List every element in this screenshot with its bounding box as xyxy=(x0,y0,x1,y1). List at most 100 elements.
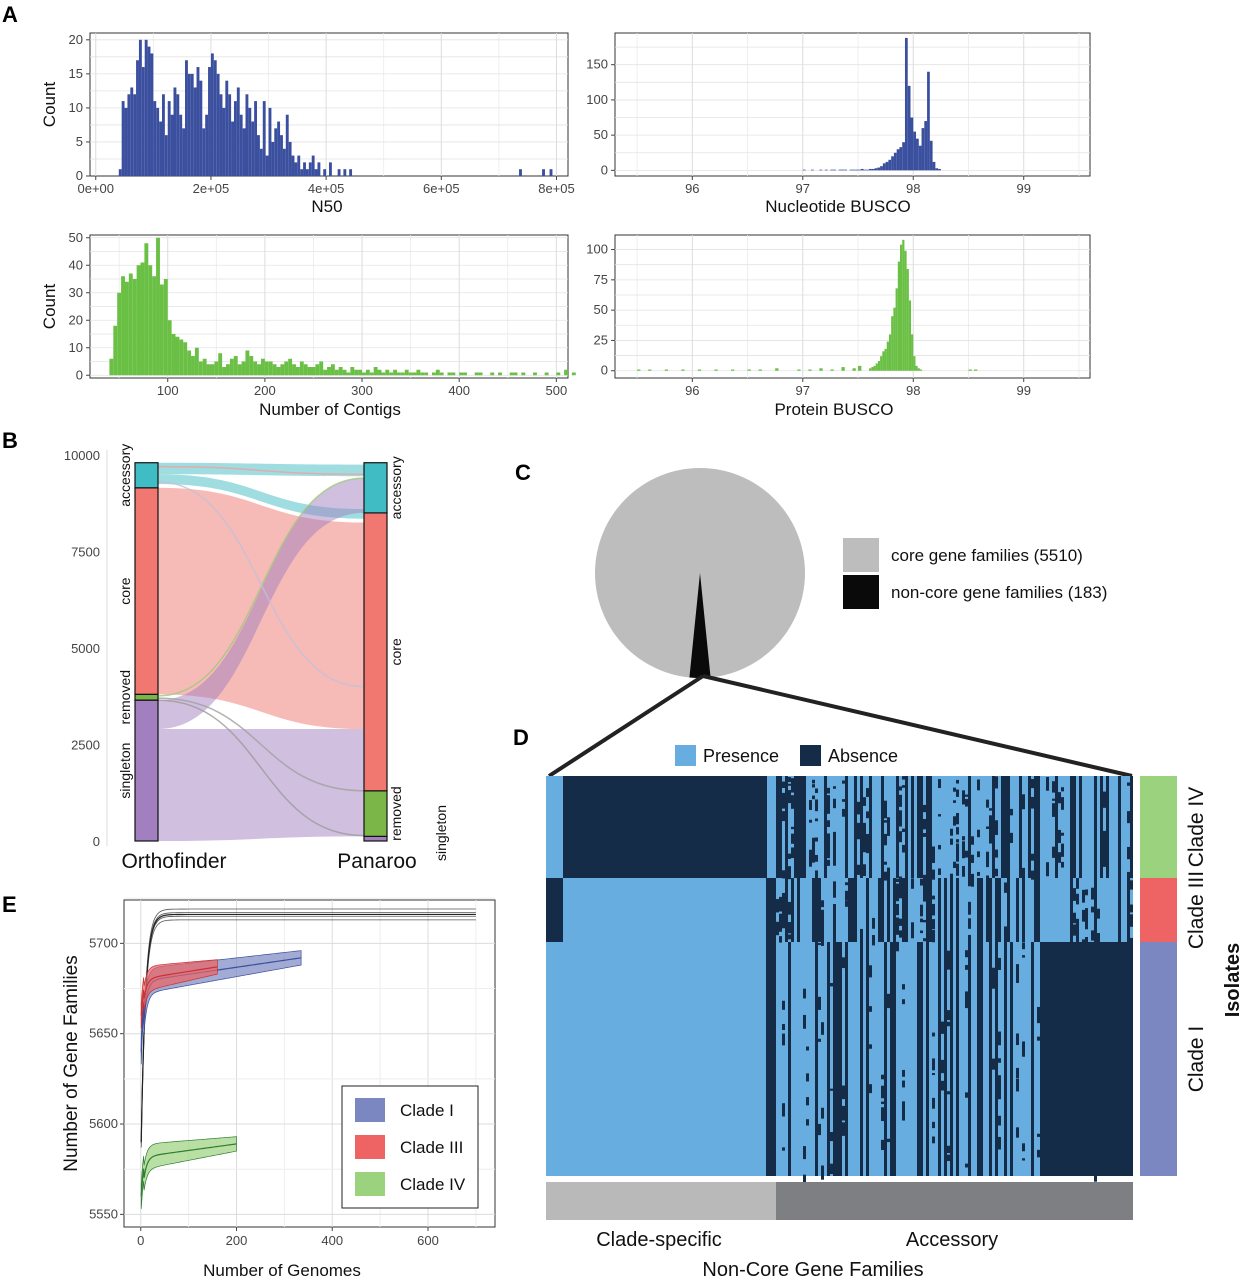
heatmap-cell xyxy=(833,855,836,866)
heatmap-cell xyxy=(809,819,812,823)
heatmap-column xyxy=(986,878,989,942)
y-tick-label: 100 xyxy=(586,92,608,107)
histogram-bar xyxy=(299,361,304,376)
heatmap-cell xyxy=(932,919,935,930)
heatmap-cell xyxy=(1061,843,1064,856)
heatmap-cell xyxy=(899,810,902,825)
histogram-bar xyxy=(153,101,157,176)
heatmap-cell xyxy=(992,975,995,989)
histogram-bar xyxy=(938,168,941,171)
heatmap-cell xyxy=(995,820,998,827)
heatmap-cell xyxy=(791,833,794,844)
contigs-histogram: 100 200 300 400 500 0 10 20 30 40 50 Number of Cont… xyxy=(40,230,576,419)
heatmap-column xyxy=(881,878,884,942)
histogram-bar xyxy=(664,369,669,371)
heatmap-cell xyxy=(920,918,923,923)
heatmap-cell xyxy=(965,794,968,797)
heatmap-cell xyxy=(947,1154,950,1160)
alluvial-flow-thin xyxy=(157,697,365,792)
histogram-bar xyxy=(300,169,304,176)
histogram-bar xyxy=(921,128,925,171)
histogram-bar xyxy=(730,369,735,371)
histogram-bar xyxy=(171,334,176,376)
heatmap-cell xyxy=(977,851,980,858)
histogram-bar xyxy=(365,369,370,376)
heatmap-column xyxy=(854,776,857,878)
histogram-bar xyxy=(280,364,285,376)
stratum-label: singleton xyxy=(117,743,133,799)
histogram-bar xyxy=(128,273,133,376)
row-group-bar xyxy=(1140,776,1177,878)
histogram-bar xyxy=(447,372,452,376)
heatmap-cell xyxy=(872,939,875,946)
histogram-bar xyxy=(314,169,318,176)
heatmap-cell xyxy=(887,817,890,827)
histogram-bar xyxy=(233,356,238,376)
histogram-bar xyxy=(182,128,186,176)
heatmap-column xyxy=(980,878,983,942)
heatmap-column xyxy=(836,942,839,1176)
heatmap-column xyxy=(992,776,995,878)
histogram-bar xyxy=(121,276,125,376)
x-tick-label: 400 xyxy=(448,383,470,398)
y-tick-label: 7500 xyxy=(71,545,100,560)
heatmap-column xyxy=(1037,878,1040,942)
y-tick-label: 5700 xyxy=(89,935,118,950)
heatmap-cell xyxy=(812,849,815,863)
heatmap-cell xyxy=(920,930,923,934)
heatmap-column xyxy=(1031,942,1034,1176)
histogram-bar xyxy=(241,361,246,376)
histogram-bar xyxy=(259,148,263,176)
axis-label-panaroo: Panaroo xyxy=(337,850,416,873)
histogram-bar xyxy=(323,369,328,376)
histogram-bar xyxy=(747,369,751,371)
heatmap-cell xyxy=(776,922,779,926)
histogram-bar xyxy=(282,148,286,176)
heatmap-cell xyxy=(986,799,989,808)
heatmap-cell xyxy=(845,900,848,907)
heatmap-column xyxy=(1118,878,1121,942)
gene-family-pie: core gene families (5510) non-core gene … xyxy=(547,468,1133,778)
heatmap-cell xyxy=(788,777,791,783)
heatmap-cell xyxy=(782,892,785,906)
x-tick-label: 97 xyxy=(796,181,810,196)
histogram-bar xyxy=(218,353,223,376)
histogram-bar xyxy=(350,367,355,376)
histogram-bar xyxy=(556,372,561,376)
heatmap-cell xyxy=(968,878,971,887)
histogram-bar xyxy=(797,369,801,371)
histogram-bar xyxy=(210,53,214,176)
heatmap-cell xyxy=(806,1073,809,1082)
histogram-bar xyxy=(205,114,209,176)
stratum-label: removed xyxy=(388,786,404,840)
alluvial-flow xyxy=(158,729,364,841)
row-group-label: Clade III xyxy=(1185,871,1208,949)
heatmap-column xyxy=(1079,776,1082,878)
heatmap-cell xyxy=(1076,893,1079,905)
heatmap-cell xyxy=(863,830,866,842)
x-tick-label: 200 xyxy=(254,383,276,398)
heatmap-cell xyxy=(923,892,926,902)
accumulation-curve xyxy=(140,966,218,1016)
histogram-bar xyxy=(911,334,914,371)
heatmap-cell xyxy=(863,864,866,877)
heatmap-cell xyxy=(992,967,995,980)
heatmap-cell xyxy=(1103,791,1106,806)
histogram-bar xyxy=(179,339,184,376)
stratum-label: singleton xyxy=(433,805,449,861)
histogram-bar xyxy=(802,169,806,171)
heatmap-column xyxy=(791,878,794,942)
heatmap-cell xyxy=(776,921,779,932)
heatmap-cell xyxy=(857,801,860,815)
heatmap-cell xyxy=(1046,870,1049,877)
heatmap-column xyxy=(815,942,818,1176)
histogram-bar xyxy=(416,369,421,376)
heatmap-cell xyxy=(1052,798,1055,801)
histogram-bar xyxy=(190,73,194,176)
heatmap-column xyxy=(968,942,971,1176)
heatmap-cell xyxy=(1016,1067,1019,1079)
heatmap-cell xyxy=(788,922,791,927)
heatmap-cell xyxy=(932,1032,935,1037)
y-tick-label: 10 xyxy=(69,100,83,115)
heatmap-cell xyxy=(896,941,899,952)
